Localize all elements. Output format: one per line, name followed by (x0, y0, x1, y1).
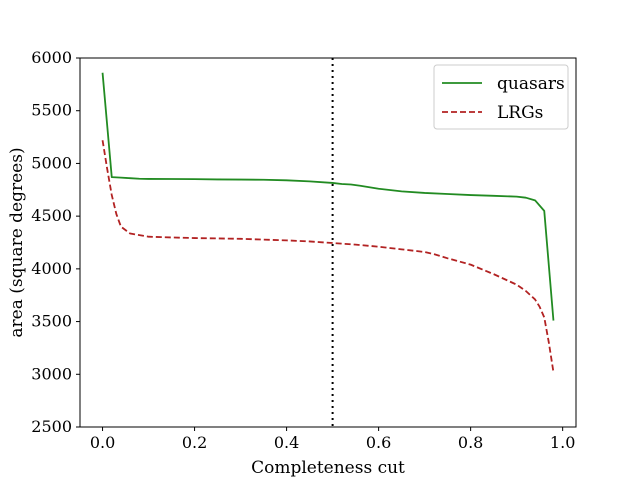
plot-frame (79, 57, 577, 428)
y-tick-label: 6000 (31, 48, 72, 67)
x-tick-label: 1.0 (550, 433, 575, 452)
y-tick-label: 4500 (31, 206, 72, 225)
x-tick-label: 0.8 (458, 433, 483, 452)
x-axis-label: Completeness cut (251, 458, 405, 478)
x-tick-label: 0.4 (274, 433, 299, 452)
legend-box (433, 64, 569, 130)
x-tick-label: 0.2 (182, 433, 207, 452)
series-layer (101, 72, 555, 373)
y-axis-label: area (square degrees) (7, 147, 27, 337)
y-tick-label: 3500 (31, 312, 72, 331)
x-tick-label: 0.0 (90, 433, 115, 452)
series-line-quasars (101, 72, 555, 321)
y-tick-label: 3000 (31, 364, 72, 383)
y-axis-ticks: 2500 3000 3500 4000 4500 5000 5500 6000 (31, 48, 80, 436)
legend-label-quasars: quasars (497, 74, 565, 94)
y-tick-label: 4000 (31, 259, 72, 278)
x-tick-label: 0.6 (366, 433, 391, 452)
legend: quasars LRGs (433, 64, 569, 130)
y-tick-label: 5000 (31, 153, 72, 172)
legend-label-lrgs: LRGs (497, 103, 543, 123)
x-axis-ticks: 0.0 0.2 0.4 0.6 0.8 1.0 (90, 427, 575, 452)
series-line-lrgs (101, 140, 555, 373)
y-tick-label: 2500 (31, 417, 72, 436)
y-tick-label: 5500 (31, 101, 72, 120)
